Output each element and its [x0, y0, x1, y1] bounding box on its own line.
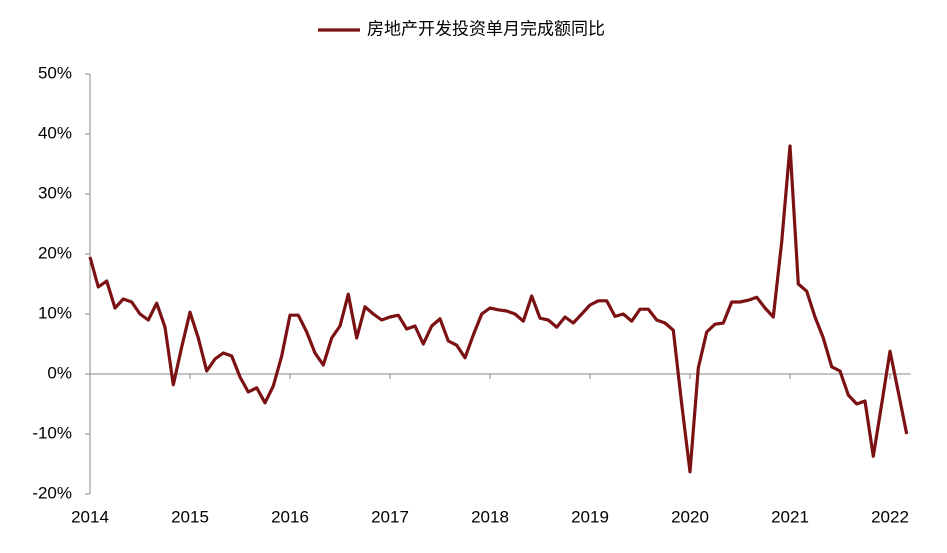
y-tick-label: 40% — [38, 123, 72, 142]
x-tick-label: 2015 — [171, 507, 209, 526]
x-tick-label: 2014 — [71, 507, 109, 526]
x-tick-label: 2020 — [671, 507, 709, 526]
legend-label: 房地产开发投资单月完成额同比 — [367, 19, 605, 38]
x-tick-label: 2019 — [571, 507, 609, 526]
y-tick-label: -10% — [32, 423, 72, 442]
y-tick-label: 30% — [38, 183, 72, 202]
y-tick-label: -20% — [32, 483, 72, 502]
x-tick-label: 2018 — [471, 507, 509, 526]
x-tick-label: 2016 — [271, 507, 309, 526]
y-tick-label: 20% — [38, 243, 72, 262]
y-tick-label: 50% — [38, 63, 72, 82]
line — [88, 144, 909, 474]
y-tick-label: 10% — [38, 303, 72, 322]
x-tick-label: 2017 — [371, 507, 409, 526]
x-tick-label: 2022 — [871, 507, 909, 526]
y-tick-label: 0% — [47, 363, 72, 382]
x-tick-label: 2021 — [771, 507, 809, 526]
